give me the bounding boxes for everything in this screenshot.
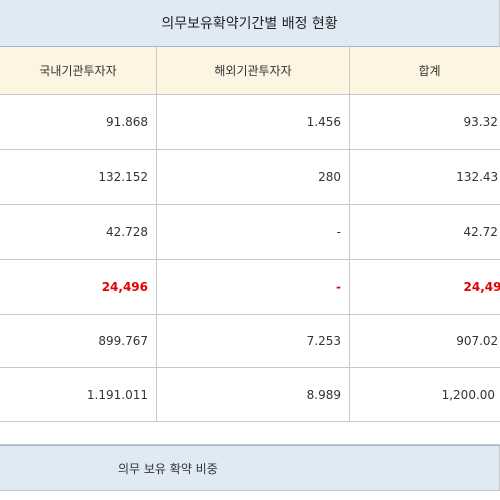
blank-row xyxy=(0,422,500,445)
table-cell: 93.32 xyxy=(350,95,500,150)
table-cell: - xyxy=(157,260,350,315)
column-header: 합계 xyxy=(350,47,500,95)
table-cell: 907.02 xyxy=(350,315,500,368)
table-cell: 1,200.00 xyxy=(350,368,500,422)
table-cell: 280 xyxy=(157,150,350,205)
table-cell: 1.456 xyxy=(157,95,350,150)
table-cell: 132.43 xyxy=(350,150,500,205)
column-header: 해외기관투자자 xyxy=(157,47,350,95)
column-header: 국내기관투자자 xyxy=(0,47,157,95)
table-cell: 7.253 xyxy=(157,315,350,368)
table-cell: 1.191.011 xyxy=(0,368,157,422)
table-cell: 132.152 xyxy=(0,150,157,205)
table-cell: 899.767 xyxy=(0,315,157,368)
table-cell: 42.728 xyxy=(0,205,157,260)
table-cell: - xyxy=(157,205,350,260)
table-cell: 42.72 xyxy=(350,205,500,260)
table-cell: 24,496 xyxy=(0,260,157,315)
table-cell: 91.868 xyxy=(0,95,157,150)
table-cell: 8.989 xyxy=(157,368,350,422)
table-title: 의무보유확약기간별 배정 현황 xyxy=(0,0,500,47)
table-cell: 24,49 xyxy=(350,260,500,315)
footer-title: 의무 보유 확약 비중 xyxy=(0,445,500,491)
